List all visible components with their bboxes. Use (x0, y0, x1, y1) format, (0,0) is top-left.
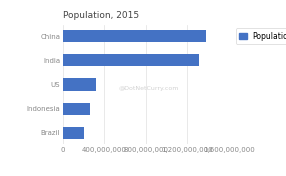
Text: Population, 2015: Population, 2015 (63, 11, 139, 20)
Bar (63, 78, 96, 90)
Bar (63, 103, 90, 115)
Bar (63, 127, 84, 139)
Text: @DotNetCurry.com: @DotNetCurry.com (119, 86, 179, 91)
Bar (63, 54, 199, 66)
Legend: Population: Population (236, 29, 286, 44)
Bar (63, 30, 206, 42)
